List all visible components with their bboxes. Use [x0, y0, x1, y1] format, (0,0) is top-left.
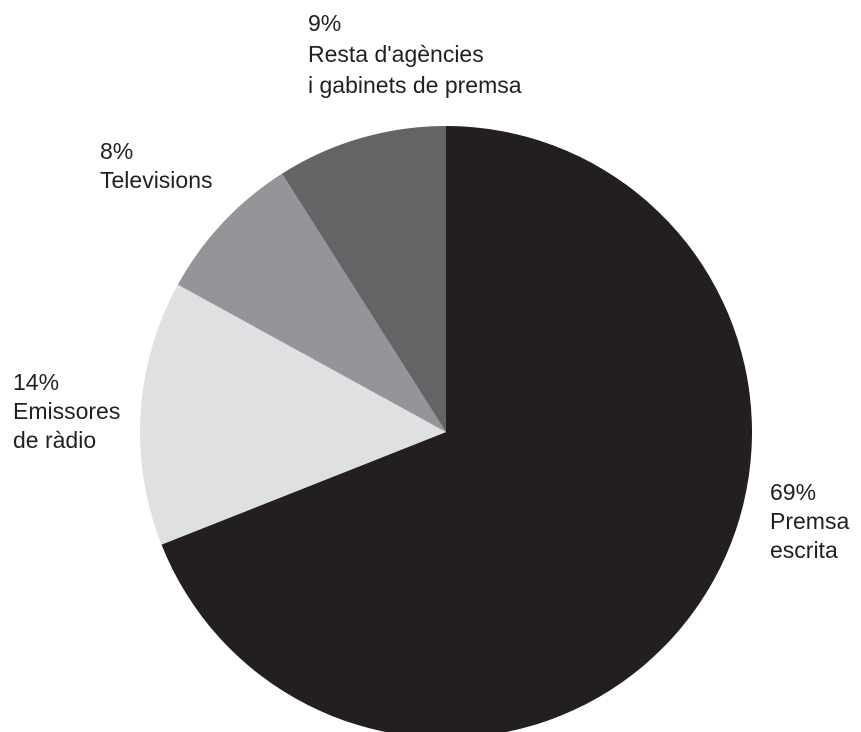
slice-name-line: escrita [770, 537, 838, 563]
slice-label-emissores-de-radio: 14% Emissores de ràdio [13, 369, 127, 453]
slice-name-line: Premsa [770, 508, 849, 534]
slice-name-line: i gabinets de premsa [308, 72, 522, 98]
slice-name-line: Emissores [13, 398, 120, 424]
pie-slice-premsa-escrita [161, 126, 752, 732]
slice-name-line: de ràdio [13, 427, 96, 453]
slice-value-label: 69% [770, 479, 816, 505]
slice-name-line: Resta d'agències [308, 41, 484, 67]
slice-label-resta-agencies: 9% Resta d'agències i gabinets de premsa [308, 10, 522, 98]
slice-value-label: 9% [308, 10, 341, 36]
slice-label-premsa-escrita: 69% Premsa escrita [770, 479, 856, 563]
slice-value-label: 14% [13, 369, 59, 395]
pie-slice-emissores-de-radio [139, 284, 446, 545]
slice-value-label: 8% [100, 138, 133, 164]
pie-slice-resta-agencies [282, 126, 446, 432]
slice-label-televisions: 8% Televisions [100, 138, 213, 193]
pie-slice-televisions [177, 173, 446, 432]
slice-name-line: Televisions [100, 167, 213, 193]
pie-slices [139, 126, 752, 732]
